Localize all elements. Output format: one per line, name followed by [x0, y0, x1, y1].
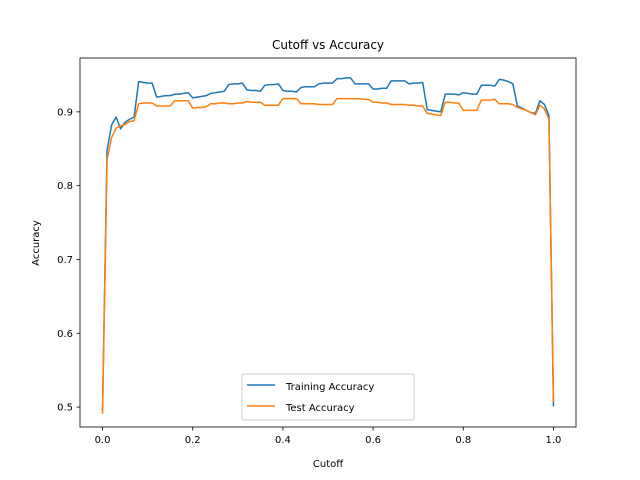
- y-tick-label: 0.9: [57, 107, 73, 118]
- series-line-training: [101, 77, 555, 411]
- x-tick-label: 0.8: [455, 435, 471, 446]
- x-axis-title: Cutoff: [313, 459, 344, 470]
- legend: Training Accuracy Test Accuracy: [241, 373, 415, 421]
- y-tick-label: 0.8: [57, 181, 73, 192]
- legend-label-training: Training Accuracy: [285, 382, 374, 393]
- x-tick-label: 1.0: [546, 435, 562, 446]
- y-axis-title: Accuracy: [31, 220, 42, 266]
- legend-box: [241, 373, 415, 421]
- axes-frame: [79, 57, 577, 428]
- plot-area: 0.0 0.2 0.4 0.6 0.8 1.0 0.5 0.6 0.7 0.8 0.9: [57, 57, 577, 446]
- x-tick-label: 0.0: [95, 435, 111, 446]
- x-tick-label: 0.4: [275, 435, 291, 446]
- x-tick-label: 0.6: [365, 435, 381, 446]
- series-line-test: [101, 97, 555, 414]
- y-tick-label: 0.5: [57, 403, 73, 414]
- x-tick-label: 0.2: [185, 435, 201, 446]
- chart-title: Cutoff vs Accuracy: [272, 38, 384, 52]
- y-tick-label: 0.6: [57, 329, 73, 340]
- legend-label-test: Test Accuracy: [285, 403, 355, 414]
- y-tick-label: 0.7: [57, 255, 73, 266]
